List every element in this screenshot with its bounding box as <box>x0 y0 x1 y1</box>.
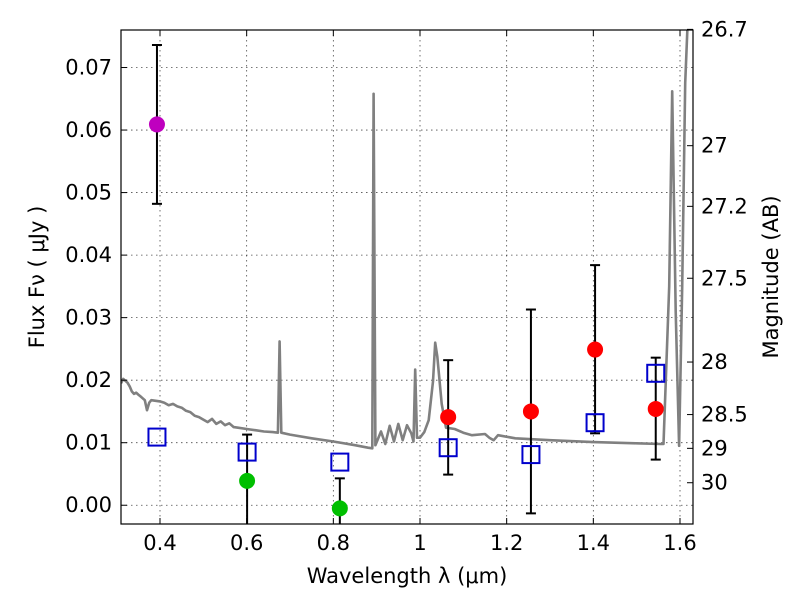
x-tick-label: 1 <box>413 531 426 555</box>
y-tick-label: 0.04 <box>65 243 112 267</box>
model-photometry-marker <box>521 445 541 465</box>
y2-tick-label: 27.5 <box>701 266 748 290</box>
y2-axis-label: Magnitude (AB) <box>759 195 783 358</box>
purple-point-errorbar <box>148 44 165 205</box>
x-tick-label: 0.6 <box>230 531 263 555</box>
model-photometry-marker <box>585 413 605 433</box>
plot-layer <box>121 30 689 524</box>
model-photometry-marker <box>330 452 350 472</box>
x-tick-label: 1.6 <box>663 531 696 555</box>
y2-tick-label: 27.2 <box>701 194 748 218</box>
x-axis-label: Wavelength λ (μm) <box>307 564 508 588</box>
y2-tick-label: 29 <box>701 436 728 460</box>
data-point <box>331 500 348 517</box>
model-photometry-marker <box>646 363 666 383</box>
y-tick-label: 0.00 <box>65 493 112 517</box>
model-photometry-marker <box>438 438 458 458</box>
y-tick-label: 0.05 <box>65 181 112 205</box>
y2-tick-label: 26.7 <box>701 17 748 41</box>
x-tick-label: 1.2 <box>490 531 523 555</box>
tick-layer: 0.4 0.6 0.8 1 1.2 1.4 1.6 0.00 0.01 0.02 0.03 0.04 0… <box>65 17 748 555</box>
y2-tick-label: 28 <box>701 350 728 374</box>
y2-tick-label: 27 <box>701 134 728 158</box>
y-tick-label: 0.07 <box>65 56 112 80</box>
y2-tick-label: 30 <box>701 471 728 495</box>
red-points-errorbar <box>587 264 604 435</box>
red-points-errorbar <box>522 308 539 515</box>
model-photometry-marker <box>147 427 167 447</box>
data-point <box>522 403 539 420</box>
data-point <box>148 116 165 133</box>
y-tick-label: 0.03 <box>65 306 112 330</box>
plot-frame <box>120 29 694 525</box>
model-sed-line <box>121 30 689 450</box>
y-axis-label: Flux Fν ( μJy ) <box>25 206 49 349</box>
green-points-errorbar <box>331 477 348 524</box>
red-points-errorbar <box>647 356 664 461</box>
data-point <box>440 409 457 426</box>
x-tick-label: 0.4 <box>143 531 176 555</box>
y-tick-label: 0.02 <box>65 368 112 392</box>
data-point <box>647 400 664 417</box>
x-tick-label: 0.8 <box>317 531 350 555</box>
data-point <box>587 341 604 358</box>
data-point <box>239 472 256 489</box>
grid-layer <box>121 30 693 524</box>
red-points-errorbar <box>440 359 457 476</box>
model-photometry-marker <box>237 442 257 462</box>
green-points-errorbar <box>239 433 256 524</box>
y2-tick-label: 28.5 <box>701 403 748 427</box>
y-tick-label: 0.06 <box>65 118 112 142</box>
y-tick-label: 0.01 <box>65 431 112 455</box>
x-tick-label: 1.4 <box>577 531 610 555</box>
